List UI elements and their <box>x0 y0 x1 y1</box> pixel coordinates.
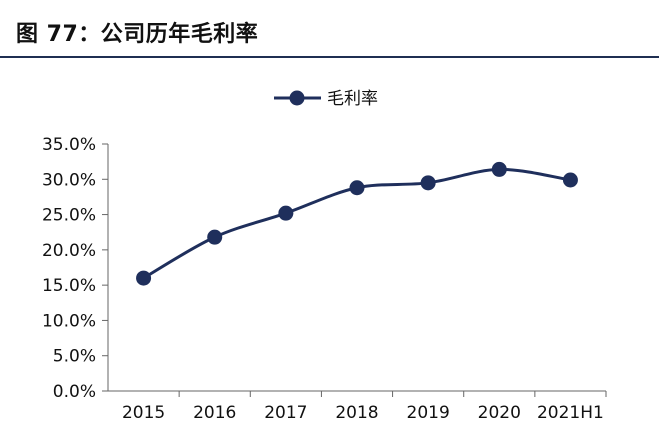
y-tick-label: 15.0% <box>42 276 96 296</box>
y-axis-ticks: 0.0% 5.0% 10.0% 15.0% 20.0% 25.0% 30.0% 35.0% <box>42 135 108 402</box>
data-point-2019 <box>420 175 436 191</box>
y-tick-label: 0.0% <box>53 382 96 402</box>
x-tick-label: 2020 <box>478 403 521 423</box>
gross-margin-points <box>136 161 578 286</box>
figure-header: 图 77：公司历年毛利率 <box>0 0 659 58</box>
data-point-2020 <box>491 161 507 177</box>
y-tick-label: 5.0% <box>53 347 96 367</box>
y-tick-label: 25.0% <box>42 206 96 226</box>
x-tick-label: 2018 <box>335 403 378 423</box>
y-tick-label: 30.0% <box>42 170 96 190</box>
legend-label: 毛利率 <box>327 89 378 109</box>
chart-container: 毛利率 0.0% 5.0% 10.0% 15.0% 20.0% 25.0% 30.0% 35.… <box>0 58 659 425</box>
legend-marker <box>289 90 305 106</box>
data-point-2017 <box>278 205 294 221</box>
y-tick-label: 20.0% <box>42 241 96 261</box>
x-tick-label: 2021H1 <box>537 403 604 423</box>
x-tick-label: 2019 <box>407 403 450 423</box>
gross-margin-chart: 毛利率 0.0% 5.0% 10.0% 15.0% 20.0% 25.0% 30.0% 35.… <box>42 89 607 423</box>
legend: 毛利率 <box>274 89 378 109</box>
data-point-2018 <box>349 180 365 196</box>
data-point-2015 <box>136 270 152 286</box>
x-tick-label: 2015 <box>122 403 165 423</box>
data-point-2021H1 <box>562 172 578 188</box>
x-tick-label: 2016 <box>193 403 236 423</box>
y-tick-label: 35.0% <box>42 135 96 155</box>
x-tick-label: 2017 <box>264 403 307 423</box>
figure-title: 图 77：公司历年毛利率 <box>16 22 259 47</box>
x-axis-ticks: 2015 2016 2017 2018 2019 2020 2021H1 <box>122 391 607 423</box>
data-point-2016 <box>207 229 223 245</box>
y-tick-label: 10.0% <box>42 311 96 331</box>
